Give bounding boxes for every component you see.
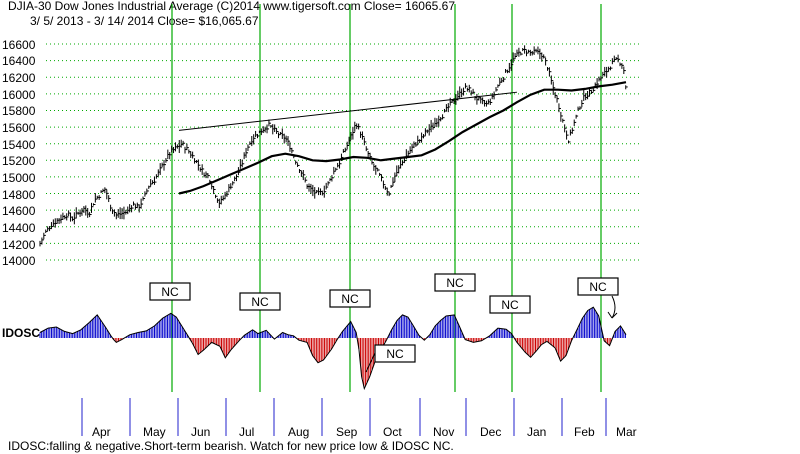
y-tick-label: 15000 [2,171,36,185]
y-tick-label: 16400 [2,54,36,68]
y-axis-labels: 16600 16400 16200 16000 15800 15600 1540… [2,38,36,268]
idosc-oscillator [39,306,627,391]
month-label: Nov [433,425,454,439]
nc-label: NC [251,295,269,309]
nc-label: NC [386,347,404,361]
nc-box: NC [434,273,476,292]
month-label: Oct [383,425,402,439]
y-tick-label: 15400 [2,138,36,152]
nc-label: NC [161,285,179,299]
y-tick-label: 16000 [2,88,36,102]
nc-label: NC [446,276,464,290]
nc-box: NC [239,292,281,311]
nc-box: NC [577,277,619,296]
month-axis: Apr May Jun Jul Aug Sep Oct Nov Dec Jan … [40,398,640,439]
y-tick-label: 14400 [2,221,36,235]
y-tick-label: 15200 [2,154,36,168]
month-label: Jan [527,425,546,439]
month-label: May [143,425,166,439]
y-tick-label: 14600 [2,204,36,218]
month-label: Aug [288,425,309,439]
y-tick-label: 14800 [2,188,36,202]
nc-label: NC [341,292,359,306]
chart-subtitle: 3/ 5/ 2013 - 3/ 14/ 2014 Close= $16,065.… [30,14,259,28]
idosc-outline [39,306,627,391]
signal-lines [171,4,602,392]
y-tick-label: 16600 [2,38,36,52]
nc-box: NC [489,295,531,314]
month-label: Mar [616,425,637,439]
footer-note: IDOSC:falling & negative.Short-term bear… [8,439,454,453]
y-tick-label: 15600 [2,121,36,135]
y-tick-label: 14000 [2,254,36,268]
nc-box: NC [374,344,416,363]
price-bars [39,45,628,247]
y-tick-label: 14200 [2,238,36,252]
y-tick-label: 16200 [2,71,36,85]
nc-annotations: NC NC NC NC NC NC NC [149,273,619,373]
month-label: Apr [92,425,111,439]
month-label: Jul [239,425,254,439]
price-grid [46,43,640,261]
idosc-label: IDOSC [2,326,40,340]
nc-leader-lines [365,295,618,373]
month-label: Dec [480,425,501,439]
moving-average-line [178,81,627,195]
month-label: Sep [336,425,358,439]
nc-box: NC [329,289,371,308]
month-label: Feb [574,425,595,439]
nc-label: NC [501,298,519,312]
chart-title: DJIA-30 Dow Jones Industrial Average (C)… [8,0,455,13]
nc-label: NC [589,280,607,294]
month-label: Jun [191,425,210,439]
y-tick-label: 15800 [2,104,36,118]
nc-box: NC [149,282,191,301]
resistance-trendline [178,91,518,131]
month-ticks [81,398,607,436]
